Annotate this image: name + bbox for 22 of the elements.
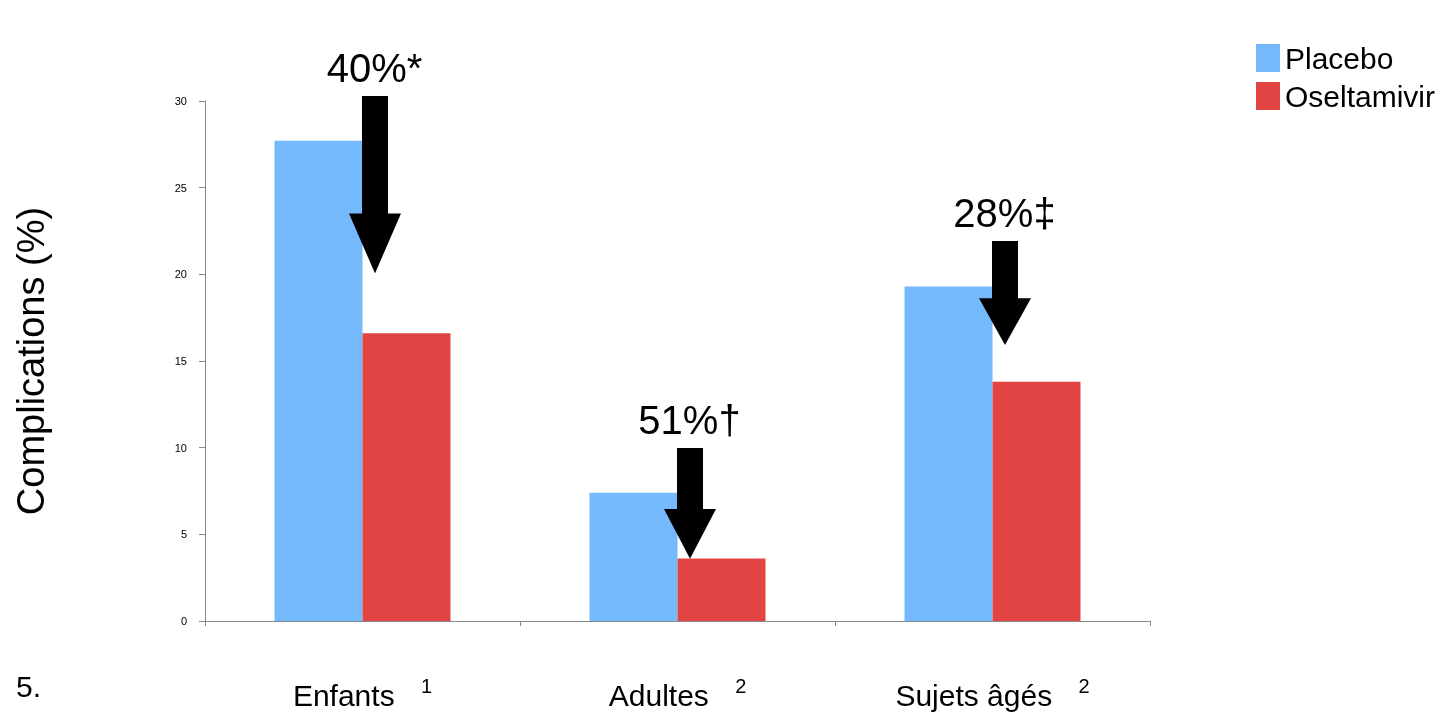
text: 40%*	[326, 45, 423, 91]
y-tick-label: 10	[174, 441, 187, 454]
annotation: 28%‡	[953, 191, 1056, 237]
y-axis-title: Complications (%)	[10, 206, 52, 516]
y-tick-label: 20	[174, 268, 187, 281]
x-tick-label: Adultes 2	[608, 675, 747, 712]
bar	[362, 333, 451, 621]
y-tick-label: 15	[174, 355, 187, 367]
legend-label: Placebo	[1284, 41, 1394, 75]
x-tick-label: Sujets âgés 2	[895, 675, 1090, 712]
bar	[274, 140, 363, 621]
x-tick-label: Enfants 1	[292, 675, 433, 712]
annotation: 51%†	[638, 397, 741, 443]
text: 5.	[16, 670, 42, 704]
bar	[904, 286, 993, 621]
y-tick-label: 25	[174, 181, 187, 194]
y-tick-label: 30	[174, 95, 187, 107]
bar	[677, 558, 766, 621]
bar	[992, 381, 1081, 621]
y-tick-label: 0	[180, 615, 187, 627]
y-tick-label: 5	[180, 528, 187, 541]
legend-label: Oseltamivir	[1284, 79, 1436, 113]
